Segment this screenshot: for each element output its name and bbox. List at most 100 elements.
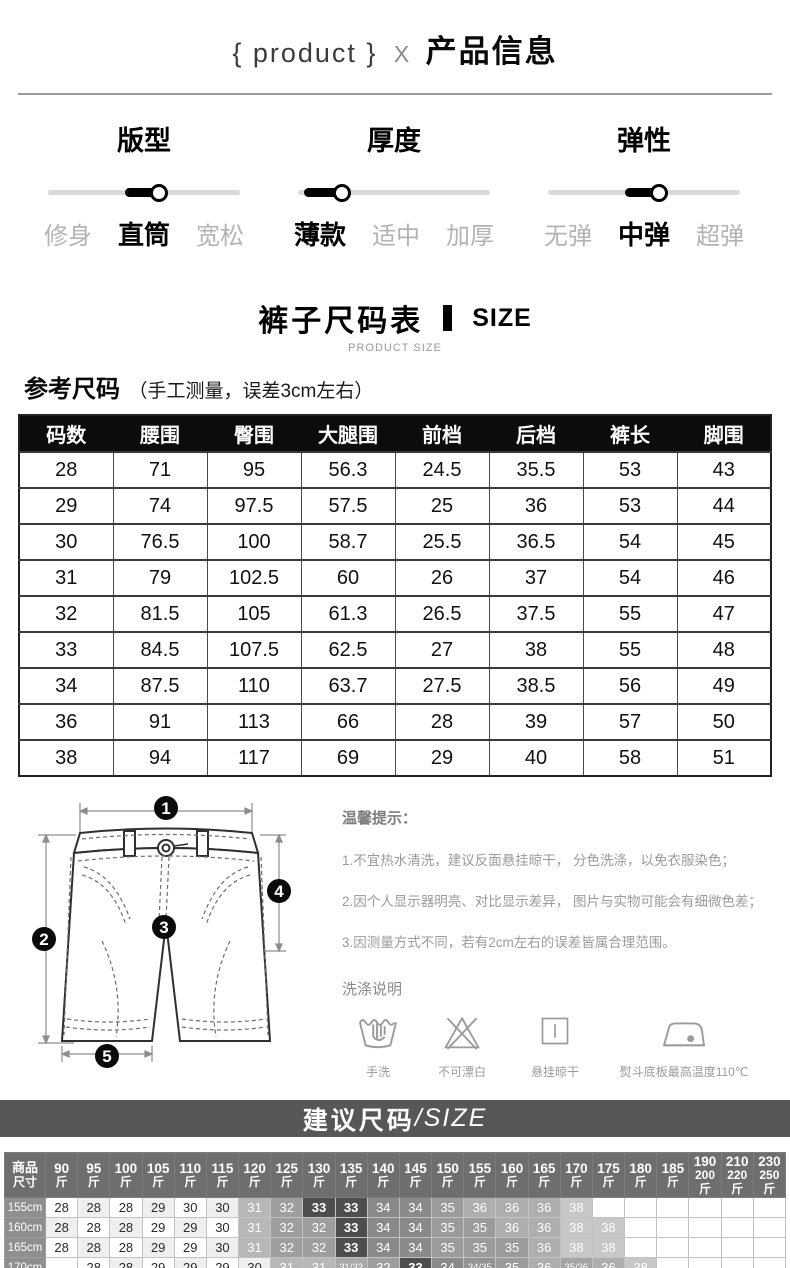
- suggest-cell: 29: [173, 1237, 207, 1258]
- size-subtitle: PRODUCT SIZE: [348, 342, 442, 354]
- brand-text: { product }: [232, 38, 378, 68]
- suggest-cell: [656, 1237, 690, 1258]
- suggest-cell: 34: [366, 1197, 400, 1218]
- iron-110c-icon: [659, 1022, 709, 1055]
- suggest-cell: 28: [44, 1237, 79, 1258]
- suggest-cell: [656, 1257, 690, 1268]
- weight-col-header: 165 斤: [527, 1152, 561, 1198]
- size-cell: 47: [676, 595, 772, 633]
- slider-track: [298, 190, 490, 195]
- weight-col-header: 180 斤: [624, 1152, 658, 1198]
- attr-group-elasticity: 弹性 无弹 中弹 超弹: [544, 119, 744, 252]
- suggest-cell: [688, 1257, 722, 1268]
- weight-col-header: 145 斤: [398, 1152, 433, 1198]
- suggest-row: 155cm 28 28 28 29 30 30 31 32 33 33 34 34 35 36 36 36 38: [4, 1197, 787, 1218]
- suggest-corner-header: 商品 尺寸: [4, 1152, 46, 1198]
- size-cell: 57.5: [300, 487, 396, 525]
- suggest-cell: 36: [463, 1197, 497, 1218]
- size-cell: 95: [206, 451, 302, 489]
- size-cell: 58: [582, 739, 678, 777]
- size-cell: 31: [18, 559, 114, 597]
- weight-col-header: 100 斤: [109, 1152, 143, 1198]
- size-cell: 62.5: [300, 631, 396, 669]
- measure-point-3: 3: [159, 918, 168, 937]
- suggest-cell: [752, 1237, 787, 1258]
- size-cell: 38: [18, 739, 114, 777]
- suggest-cell: [591, 1197, 626, 1218]
- hang-dry-icon: [535, 1017, 575, 1055]
- suggest-cell: 36: [527, 1257, 561, 1268]
- suggest-cell: 35: [431, 1237, 465, 1258]
- suggest-cell: 33: [334, 1197, 368, 1218]
- weight-col-header: 140 斤: [366, 1152, 400, 1198]
- weight-col-header: 155 斤: [463, 1152, 497, 1198]
- size-cell: 53: [582, 451, 678, 489]
- suggest-cell: 28: [77, 1217, 111, 1238]
- size-cell: 28: [394, 703, 490, 741]
- size-row: 36 91 113 66 28 39 57 50: [18, 703, 772, 741]
- size-cell: 55: [582, 595, 678, 633]
- wash-item: 熨斗底板最高温度110℃: [600, 1013, 768, 1080]
- attr-option: 中弹: [617, 220, 670, 250]
- size-cell: 55: [582, 631, 678, 669]
- size-cell: 49: [676, 667, 772, 705]
- suggest-cell: 34: [398, 1197, 433, 1218]
- title-bar-icon: [443, 305, 453, 331]
- size-cell: 54: [582, 559, 678, 597]
- suggest-cell: [656, 1217, 690, 1238]
- wash-item: 不可漂白: [414, 1011, 510, 1080]
- attribute-sliders: 版型 修身 直筒 宽松 厚度 薄款 适中 加厚 弹性 无弹 中弹 超弹: [0, 95, 790, 252]
- header-separator: X: [393, 41, 410, 67]
- suggest-cell: 36: [527, 1237, 561, 1258]
- size-col-header: 后档: [488, 414, 584, 453]
- suggest-cell: [656, 1197, 690, 1218]
- size-cell: 37: [488, 559, 584, 597]
- size-cell: 71: [112, 451, 208, 489]
- weight-col-header: 120 斤: [238, 1152, 272, 1198]
- suggest-cell: 35: [431, 1197, 465, 1218]
- suggest-cell: 28: [109, 1217, 143, 1238]
- attr-option: 适中: [372, 223, 420, 250]
- no-bleach-icon: [440, 1016, 484, 1055]
- tip-line-2: 2.因个人显示器明亮、对比显示差异， 图片与实物可能会有细微色差；: [342, 894, 763, 909]
- suggest-cell: 38: [559, 1197, 593, 1218]
- washing-icons-row: 手洗 不可漂白 悬挂晾干 熨斗底板最高温度110℃ 不可干洗: [342, 1009, 790, 1080]
- suggest-cell: 38: [559, 1237, 593, 1258]
- size-cell: 29: [394, 739, 490, 777]
- attr-option: 无弹: [544, 223, 592, 250]
- size-col-header: 前档: [394, 414, 490, 453]
- size-cell: 27: [394, 631, 490, 669]
- page-header: { product } X 产品信息: [0, 0, 790, 71]
- suggest-cell: [720, 1257, 754, 1268]
- wash-item: 悬挂晾干: [510, 1011, 600, 1080]
- size-cell: 110: [206, 667, 302, 705]
- size-cell: 45: [676, 523, 772, 561]
- size-cell: 81.5: [112, 595, 208, 633]
- suggest-cell: 31: [270, 1257, 304, 1268]
- size-cell: 105: [206, 595, 302, 633]
- size-cell: 56.3: [300, 451, 396, 489]
- suggest-cell: 36: [591, 1257, 626, 1268]
- reference-size-label: 参考尺码: [24, 376, 120, 403]
- size-cell: 25.5: [394, 523, 490, 561]
- size-cell: 84.5: [112, 631, 208, 669]
- suggest-cell: 32: [270, 1217, 304, 1238]
- slider-knob: [650, 184, 669, 202]
- size-row: 38 94 117 69 29 40 58 51: [18, 739, 772, 777]
- weight-col-header: 105 斤: [141, 1152, 175, 1198]
- slider-fill: [303, 188, 343, 197]
- size-cell: 32: [18, 595, 114, 633]
- measure-point-5: 5: [102, 1047, 111, 1066]
- attr-option: 修身: [44, 223, 92, 250]
- size-header-row: 码数 腰围 臀围 大腿围 前档 后档 裤长 脚围: [18, 414, 772, 453]
- size-cell: 107.5: [206, 631, 302, 669]
- size-cell: 79: [112, 559, 208, 597]
- suggest-cell: 34: [398, 1217, 433, 1238]
- size-cell: 35.5: [488, 451, 584, 489]
- suggest-row: 165cm 28 28 28 29 29 30 31 32 32 33 34 34 35 35 35 36 38 3…: [4, 1237, 787, 1258]
- suggest-cell: 34: [366, 1237, 400, 1258]
- hand-wash-icon: [355, 1019, 401, 1055]
- suggest-cell: [624, 1237, 658, 1258]
- suggest-cell: 35: [495, 1257, 529, 1268]
- banner-title-en: /SIZE: [414, 1104, 488, 1132]
